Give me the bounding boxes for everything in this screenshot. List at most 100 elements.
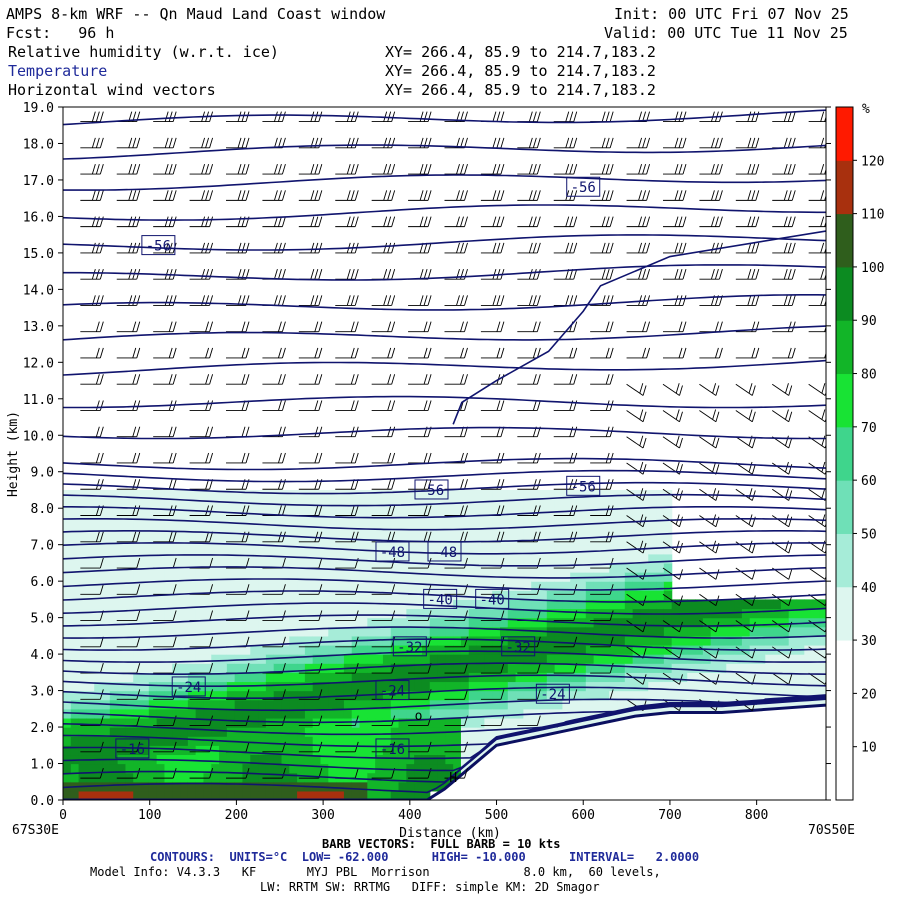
wind-barb-flag bbox=[824, 299, 826, 306]
wind-barb-flag bbox=[281, 111, 286, 122]
rh-cell bbox=[164, 781, 173, 792]
rh-cell bbox=[187, 517, 197, 528]
rh-cell bbox=[63, 499, 72, 509]
rh-cell bbox=[187, 581, 197, 591]
temperature-contour bbox=[63, 686, 826, 699]
rh-cell bbox=[242, 517, 251, 528]
rh-cell bbox=[234, 599, 244, 610]
rh-cell bbox=[133, 663, 142, 673]
rh-cell bbox=[117, 717, 127, 728]
rh-cell bbox=[593, 535, 603, 546]
rh-cell bbox=[492, 581, 501, 591]
wind-barb-flag bbox=[605, 347, 610, 359]
wind-barb-flag bbox=[569, 190, 574, 201]
rh-cell bbox=[515, 553, 525, 564]
rh-cell bbox=[219, 772, 228, 783]
rh-cell bbox=[336, 681, 345, 692]
rh-cell bbox=[343, 617, 353, 628]
rh-cell bbox=[375, 608, 384, 619]
wind-barb-flag bbox=[281, 269, 286, 280]
wind-barb-flag bbox=[205, 374, 210, 385]
rh-cell bbox=[320, 644, 329, 655]
wind-barb-flag bbox=[95, 452, 100, 464]
wind-barb-flag bbox=[605, 269, 610, 280]
rh-cell bbox=[109, 635, 119, 646]
wind-barb-flag bbox=[715, 569, 720, 580]
rh-cell bbox=[117, 681, 127, 692]
rh-cell bbox=[765, 626, 774, 637]
rh-cell bbox=[554, 489, 564, 500]
rh-cell bbox=[476, 508, 485, 518]
rh-cell bbox=[656, 654, 665, 664]
rh-cell bbox=[172, 635, 181, 646]
rh-cell bbox=[359, 608, 368, 619]
rh-cell bbox=[265, 672, 275, 683]
wind-barb-flag bbox=[496, 347, 501, 359]
rh-cell bbox=[406, 763, 415, 774]
wind-barb-flag bbox=[168, 163, 173, 175]
rh-cell bbox=[343, 608, 353, 619]
rh-cell bbox=[437, 681, 446, 692]
rh-cell bbox=[476, 608, 485, 619]
wind-barb-flag bbox=[751, 621, 756, 632]
wind-barb-shaft bbox=[771, 488, 790, 501]
rh-cell bbox=[741, 608, 751, 619]
rh-cell bbox=[601, 535, 610, 546]
rh-cell bbox=[531, 599, 540, 610]
wind-barb-flag bbox=[277, 242, 282, 254]
rh-cell bbox=[343, 654, 353, 664]
rh-cell bbox=[328, 654, 337, 664]
rh-cell bbox=[281, 663, 290, 673]
rh-cell bbox=[453, 626, 462, 637]
rh-cell bbox=[343, 727, 353, 737]
contour-label-text: -32 bbox=[397, 640, 422, 656]
wind-barb-flag bbox=[201, 190, 206, 201]
rh-cell bbox=[468, 690, 478, 701]
rh-cell bbox=[445, 644, 454, 655]
rh-cell bbox=[164, 699, 173, 710]
rh-cell bbox=[141, 599, 150, 610]
wind-barb-flag bbox=[718, 321, 723, 332]
wind-barb-flag bbox=[277, 321, 282, 332]
wind-barb-flag bbox=[791, 137, 796, 148]
rh-cell bbox=[773, 663, 782, 673]
wind-barb-flag bbox=[569, 163, 574, 175]
wind-barb-flag bbox=[318, 557, 323, 569]
rh-cell bbox=[648, 572, 657, 582]
rh-cell bbox=[86, 581, 95, 591]
wind-barb-flag bbox=[237, 163, 242, 175]
rh-cell bbox=[421, 790, 431, 800]
rh-cell bbox=[234, 790, 244, 800]
rh-cell bbox=[320, 754, 329, 765]
wind-barb-flag bbox=[785, 435, 789, 446]
rh-cell bbox=[453, 608, 462, 619]
wind-barb-flag bbox=[674, 190, 679, 201]
rh-cell bbox=[499, 717, 509, 728]
rh-cell bbox=[437, 544, 446, 555]
contour-label-box bbox=[171, 676, 206, 697]
rh-cell bbox=[336, 608, 345, 619]
rh-cell bbox=[281, 581, 290, 591]
rh-cell bbox=[359, 553, 368, 564]
rh-cell bbox=[585, 717, 595, 728]
wind-barb-shaft bbox=[808, 515, 826, 528]
wind-barb-flag bbox=[748, 383, 753, 394]
rh-cell bbox=[320, 736, 329, 746]
wind-barb-flag bbox=[277, 505, 282, 516]
rh-cell bbox=[476, 544, 485, 555]
rh-cell bbox=[94, 626, 103, 637]
rh-cell bbox=[492, 681, 501, 692]
rh-cell bbox=[133, 599, 142, 610]
rh-cell bbox=[156, 699, 166, 710]
rh-cell bbox=[187, 590, 197, 600]
colorbar-bin bbox=[836, 107, 853, 161]
rh-cell bbox=[180, 790, 189, 800]
rh-cell bbox=[63, 517, 72, 528]
wind-barb-flag bbox=[638, 163, 643, 175]
rh-cell bbox=[226, 663, 236, 673]
wind-barb-flag bbox=[245, 163, 250, 175]
rh-cell bbox=[390, 644, 400, 655]
rh-cell bbox=[601, 672, 610, 683]
wind-barb-flag bbox=[201, 269, 206, 280]
wind-barb-flag bbox=[718, 347, 723, 359]
